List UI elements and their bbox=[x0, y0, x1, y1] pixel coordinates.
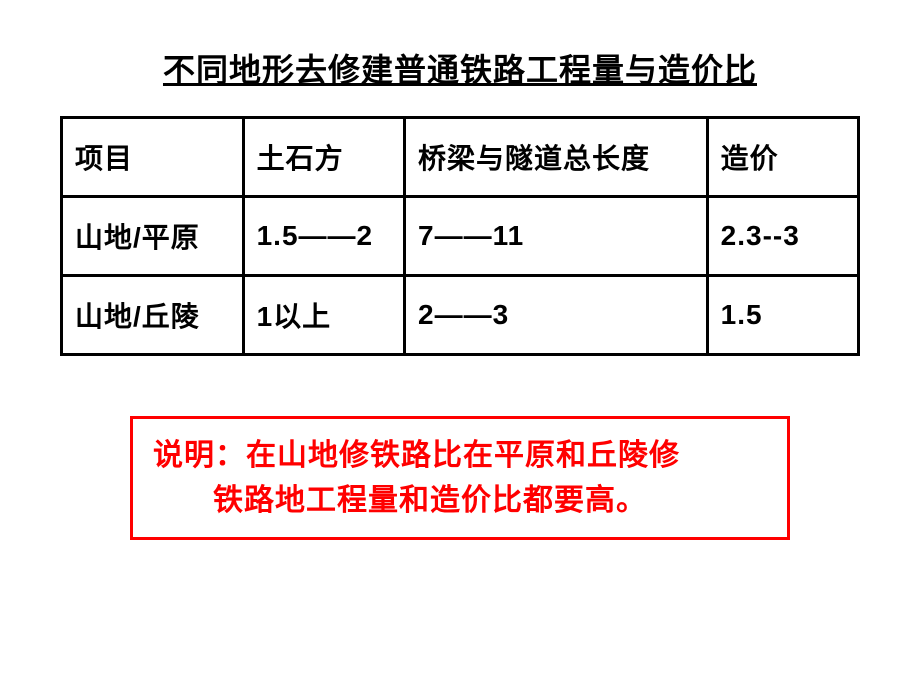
col-header-earthwork: 土石方 bbox=[243, 118, 404, 197]
comparison-table-wrap: 项目 土石方 桥梁与隧道总长度 造价 山地/平原 1.5——2 7——11 2.… bbox=[60, 116, 860, 356]
cell-earthwork: 1以上 bbox=[243, 276, 404, 355]
note-box: 说明：在山地修铁路比在平原和丘陵修 铁路地工程量和造价比都要高。 bbox=[130, 416, 790, 540]
cell-bridge-tunnel: 2——3 bbox=[405, 276, 708, 355]
cell-bridge-tunnel: 7——11 bbox=[405, 197, 708, 276]
comparison-table: 项目 土石方 桥梁与隧道总长度 造价 山地/平原 1.5——2 7——11 2.… bbox=[60, 116, 860, 356]
cell-cost: 1.5 bbox=[707, 276, 858, 355]
table-header-row: 项目 土石方 桥梁与隧道总长度 造价 bbox=[62, 118, 859, 197]
note-line-1: 说明：在山地修铁路比在平原和丘陵修 bbox=[153, 439, 680, 472]
cell-terrain: 山地/平原 bbox=[62, 197, 244, 276]
col-header-cost: 造价 bbox=[707, 118, 858, 197]
cell-cost: 2.3--3 bbox=[707, 197, 858, 276]
table-row: 山地/平原 1.5——2 7——11 2.3--3 bbox=[62, 197, 859, 276]
cell-earthwork: 1.5——2 bbox=[243, 197, 404, 276]
col-header-bridge-tunnel: 桥梁与隧道总长度 bbox=[405, 118, 708, 197]
note-line-2: 铁路地工程量和造价比都要高。 bbox=[153, 478, 767, 523]
cell-terrain: 山地/丘陵 bbox=[62, 276, 244, 355]
col-header-item: 项目 bbox=[62, 118, 244, 197]
page-title: 不同地形去修建普通铁路工程量与造价比 bbox=[0, 0, 920, 116]
table-row: 山地/丘陵 1以上 2——3 1.5 bbox=[62, 276, 859, 355]
